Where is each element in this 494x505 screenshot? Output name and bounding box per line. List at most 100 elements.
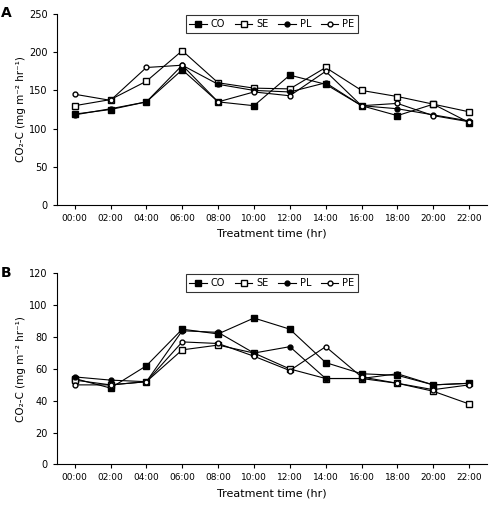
- PL: [251, 350, 257, 356]
- PL: [394, 106, 400, 112]
- CO: [466, 120, 472, 126]
- PL: [287, 89, 293, 95]
- CO: [108, 385, 114, 391]
- PL: [108, 377, 114, 383]
- SE: [359, 87, 365, 93]
- SE: [287, 366, 293, 372]
- PE: [215, 340, 221, 346]
- SE: [251, 350, 257, 356]
- CO: [394, 372, 400, 378]
- SE: [359, 376, 365, 382]
- SE: [108, 382, 114, 388]
- Line: PL: PL: [72, 328, 472, 387]
- SE: [215, 342, 221, 348]
- PL: [72, 112, 78, 118]
- Line: CO: CO: [72, 315, 472, 391]
- PE: [251, 353, 257, 359]
- SE: [143, 379, 149, 385]
- CO: [287, 72, 293, 78]
- PL: [215, 81, 221, 87]
- Y-axis label: CO₂-C (mg m⁻² hr⁻¹): CO₂-C (mg m⁻² hr⁻¹): [16, 57, 26, 163]
- SE: [251, 85, 257, 91]
- CO: [215, 331, 221, 337]
- PL: [143, 99, 149, 105]
- CO: [466, 380, 472, 386]
- SE: [287, 86, 293, 92]
- Line: CO: CO: [72, 67, 472, 125]
- PL: [179, 328, 185, 334]
- SE: [394, 380, 400, 386]
- PL: [466, 380, 472, 386]
- Legend: CO, SE, PL, PE: CO, SE, PL, PE: [186, 15, 358, 33]
- PE: [323, 343, 329, 349]
- PE: [323, 68, 329, 74]
- X-axis label: Treatment time (hr): Treatment time (hr): [217, 488, 327, 498]
- PL: [394, 371, 400, 377]
- CO: [430, 382, 436, 388]
- CO: [143, 363, 149, 369]
- PL: [323, 80, 329, 86]
- PL: [323, 376, 329, 382]
- PL: [359, 103, 365, 109]
- PE: [108, 382, 114, 388]
- SE: [323, 65, 329, 71]
- SE: [179, 47, 185, 54]
- CO: [72, 376, 78, 382]
- CO: [323, 360, 329, 366]
- PE: [359, 374, 365, 380]
- PL: [359, 376, 365, 382]
- CO: [394, 113, 400, 119]
- PE: [359, 103, 365, 109]
- PL: [466, 118, 472, 124]
- PE: [466, 119, 472, 125]
- PE: [251, 89, 257, 95]
- SE: [430, 388, 436, 394]
- CO: [359, 371, 365, 377]
- Line: SE: SE: [72, 342, 472, 407]
- CO: [430, 101, 436, 107]
- Line: PL: PL: [72, 63, 472, 123]
- PE: [466, 382, 472, 388]
- Text: A: A: [1, 7, 11, 20]
- PE: [430, 113, 436, 119]
- CO: [179, 326, 185, 332]
- CO: [251, 103, 257, 109]
- PE: [179, 339, 185, 345]
- PE: [143, 65, 149, 71]
- SE: [466, 401, 472, 407]
- CO: [143, 99, 149, 105]
- PL: [251, 87, 257, 93]
- SE: [394, 93, 400, 99]
- Line: PE: PE: [72, 339, 472, 392]
- PE: [430, 387, 436, 393]
- PE: [287, 93, 293, 99]
- PE: [143, 379, 149, 385]
- CO: [251, 315, 257, 321]
- X-axis label: Treatment time (hr): Treatment time (hr): [217, 229, 327, 238]
- PE: [108, 97, 114, 104]
- SE: [72, 103, 78, 109]
- CO: [323, 81, 329, 87]
- SE: [108, 96, 114, 103]
- CO: [179, 67, 185, 73]
- SE: [143, 78, 149, 84]
- PE: [72, 91, 78, 97]
- CO: [359, 103, 365, 109]
- PE: [215, 99, 221, 105]
- CO: [72, 111, 78, 117]
- PL: [143, 379, 149, 385]
- CO: [287, 326, 293, 332]
- Text: B: B: [1, 266, 11, 280]
- SE: [466, 109, 472, 115]
- Line: SE: SE: [72, 48, 472, 115]
- PL: [430, 112, 436, 118]
- CO: [108, 107, 114, 113]
- PL: [179, 62, 185, 68]
- CO: [215, 99, 221, 105]
- Y-axis label: CO₂-C (mg m⁻² hr⁻¹): CO₂-C (mg m⁻² hr⁻¹): [16, 316, 26, 422]
- SE: [323, 376, 329, 382]
- Legend: CO, SE, PL, PE: CO, SE, PL, PE: [186, 275, 358, 292]
- PL: [430, 382, 436, 388]
- SE: [72, 377, 78, 383]
- PE: [287, 368, 293, 374]
